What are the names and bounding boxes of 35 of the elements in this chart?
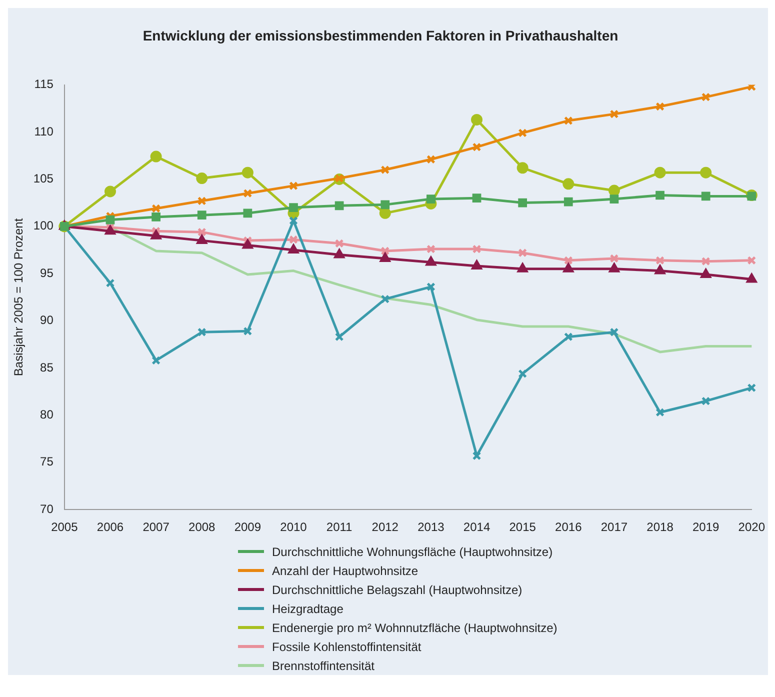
x-tick-label: 2005: [51, 520, 78, 534]
legend-label: Heizgradtage: [272, 602, 344, 616]
y-tick-label: 95: [40, 266, 54, 280]
legend-label: Anzahl der Hauptwohnsitze: [272, 564, 418, 578]
y-tick-label: 70: [40, 502, 54, 516]
legend-label: Fossile Kohlenstoffintensität: [272, 640, 422, 654]
y-tick-label: 110: [34, 124, 54, 138]
x-tick-label: 2010: [280, 520, 308, 534]
legend-label: Durchschnittliche Wohnungsfläche (Hauptwohnsitze): [272, 544, 553, 558]
x-tick-label: 2006: [96, 520, 124, 534]
y-tick-label: 80: [40, 408, 54, 422]
y-tick-label: 105: [33, 172, 54, 186]
legend-label: Endenergie pro m² Wohnnutzfläche (Hauptwohnsitze): [272, 620, 558, 634]
legend-label: Brennstoffintensität: [272, 658, 375, 672]
x-tick-label: 2019: [692, 520, 720, 534]
x-tick-label: 2015: [509, 520, 536, 534]
x-tick-label: 2016: [555, 520, 582, 534]
x-tick-label: 2012: [372, 520, 399, 534]
x-tick-label: 2007: [142, 520, 170, 534]
y-axis-title: Basisjahr 2005 = 100 Prozent: [12, 218, 26, 376]
x-tick-label: 2008: [188, 520, 216, 534]
y-tick-label: 85: [40, 360, 54, 374]
y-tick-label: 75: [40, 454, 54, 469]
x-tick-label: 2017: [600, 520, 628, 534]
x-tick-label: 2018: [646, 520, 674, 534]
y-tick-label: 90: [40, 313, 54, 328]
chart-title: Entwicklung der emissionsbestimmenden Faktoren in Privathaushalten: [142, 27, 618, 44]
y-tick-label: 115: [34, 77, 54, 92]
x-tick-label: 2020: [738, 520, 766, 534]
x-tick-label: 2013: [418, 520, 445, 534]
legend-label: Durchschnittliche Belagszahl (Hauptwohnsitze): [272, 582, 522, 596]
x-tick-label: 2009: [234, 520, 262, 534]
x-tick-label: 2014: [463, 520, 490, 534]
x-tick-label: 2011: [326, 520, 353, 534]
y-tick-label: 100: [33, 218, 54, 233]
